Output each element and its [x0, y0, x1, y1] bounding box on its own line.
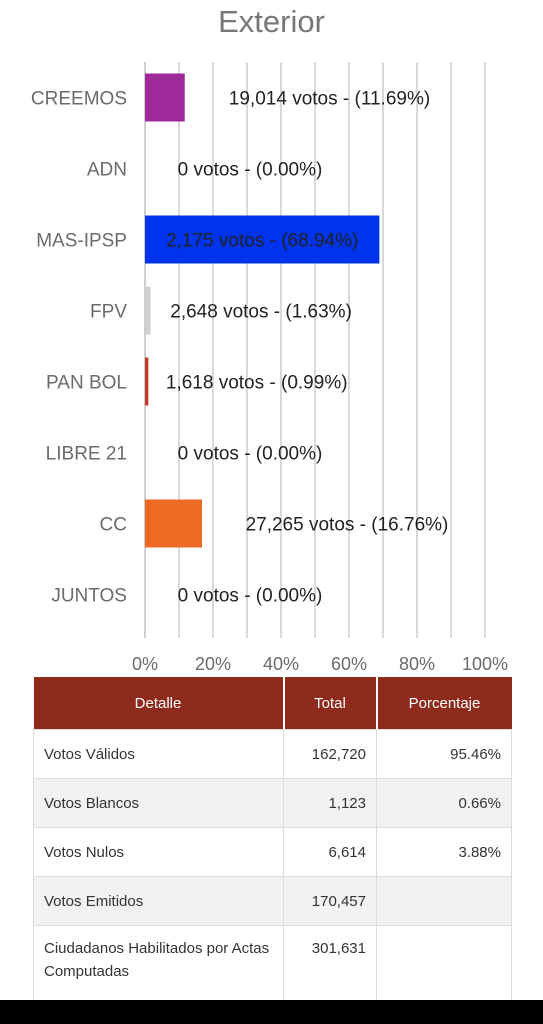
- header-total: Total: [283, 677, 378, 730]
- bar-chart: 0% 20% 40% 60% 80% 100% CREEMOS 19,014 votos - …: [31, 62, 508, 674]
- data-label: 0 votos - (0.00%): [178, 444, 323, 465]
- bar: [145, 357, 149, 406]
- category-label: JUNTOS: [51, 586, 127, 607]
- system-bottom-bar: [0, 1000, 543, 1024]
- summary-table: Detalle Total Porcentaje Votos Válidos 1…: [33, 677, 512, 1009]
- row-label: Votos Blancos: [33, 778, 284, 828]
- data-label: 0 votos - (0.00%): [178, 160, 323, 181]
- category-label: FPV: [90, 302, 127, 323]
- row-total: 1,123: [283, 778, 377, 828]
- data-label: 1,618 votos - (0.99%): [166, 373, 348, 394]
- row-total: 162,720: [283, 729, 377, 779]
- x-tick-label: 20%: [195, 654, 231, 674]
- x-tick-label: 80%: [399, 654, 435, 674]
- category-label: CC: [100, 515, 127, 536]
- row-label: Votos Emitidos: [33, 876, 284, 926]
- table-row: Votos Nulos 6,614 3.88%: [33, 827, 512, 877]
- category-label: PAN BOL: [46, 373, 127, 394]
- bar: [145, 286, 151, 335]
- table-row: Votos Válidos 162,720 95.46%: [33, 729, 512, 779]
- row-total: 170,457: [283, 876, 377, 926]
- table-header-row: Detalle Total Porcentaje: [33, 677, 512, 730]
- row-label: Ciudadanos Habilitados por Actas Computa…: [33, 925, 284, 1009]
- table-row: Ciudadanos Habilitados por Actas Computa…: [33, 925, 512, 1009]
- category-label: LIBRE 21: [46, 444, 127, 465]
- category-label: CREEMOS: [31, 89, 127, 110]
- chart-title: Exterior: [218, 4, 325, 39]
- data-label: 27,265 votos - (16.76%): [246, 515, 449, 536]
- data-label: 2,175 votos - (68.94%): [166, 231, 358, 252]
- data-label: 19,014 votos - (11.69%): [229, 89, 430, 110]
- row-percentage: 95.46%: [376, 729, 512, 779]
- row-percentage: [376, 876, 512, 926]
- row-label: Votos Nulos: [33, 827, 284, 877]
- x-tick-label: 100%: [462, 654, 508, 674]
- x-tick-label: 0%: [132, 654, 158, 674]
- data-label: 0 votos - (0.00%): [178, 586, 323, 607]
- x-tick-label: 40%: [263, 654, 299, 674]
- row-total: 301,631: [283, 925, 377, 1009]
- header-detalle: Detalle: [33, 677, 285, 730]
- row-percentage: 3.88%: [376, 827, 512, 877]
- bar: [145, 73, 185, 122]
- table-row: Votos Emitidos 170,457: [33, 876, 512, 926]
- row-percentage: [376, 925, 512, 1009]
- data-label: 2,648 votos - (1.63%): [170, 302, 352, 323]
- header-porcentaje: Porcentaje: [376, 677, 512, 730]
- row-percentage: 0.66%: [376, 778, 512, 828]
- x-tick-label: 60%: [331, 654, 367, 674]
- bar: [145, 215, 380, 264]
- bar: [145, 499, 202, 548]
- category-label: MAS-IPSP: [36, 231, 127, 252]
- row-label: Votos Válidos: [33, 729, 284, 779]
- row-total: 6,614: [283, 827, 377, 877]
- category-label: ADN: [87, 160, 127, 181]
- table-row: Votos Blancos 1,123 0.66%: [33, 778, 512, 828]
